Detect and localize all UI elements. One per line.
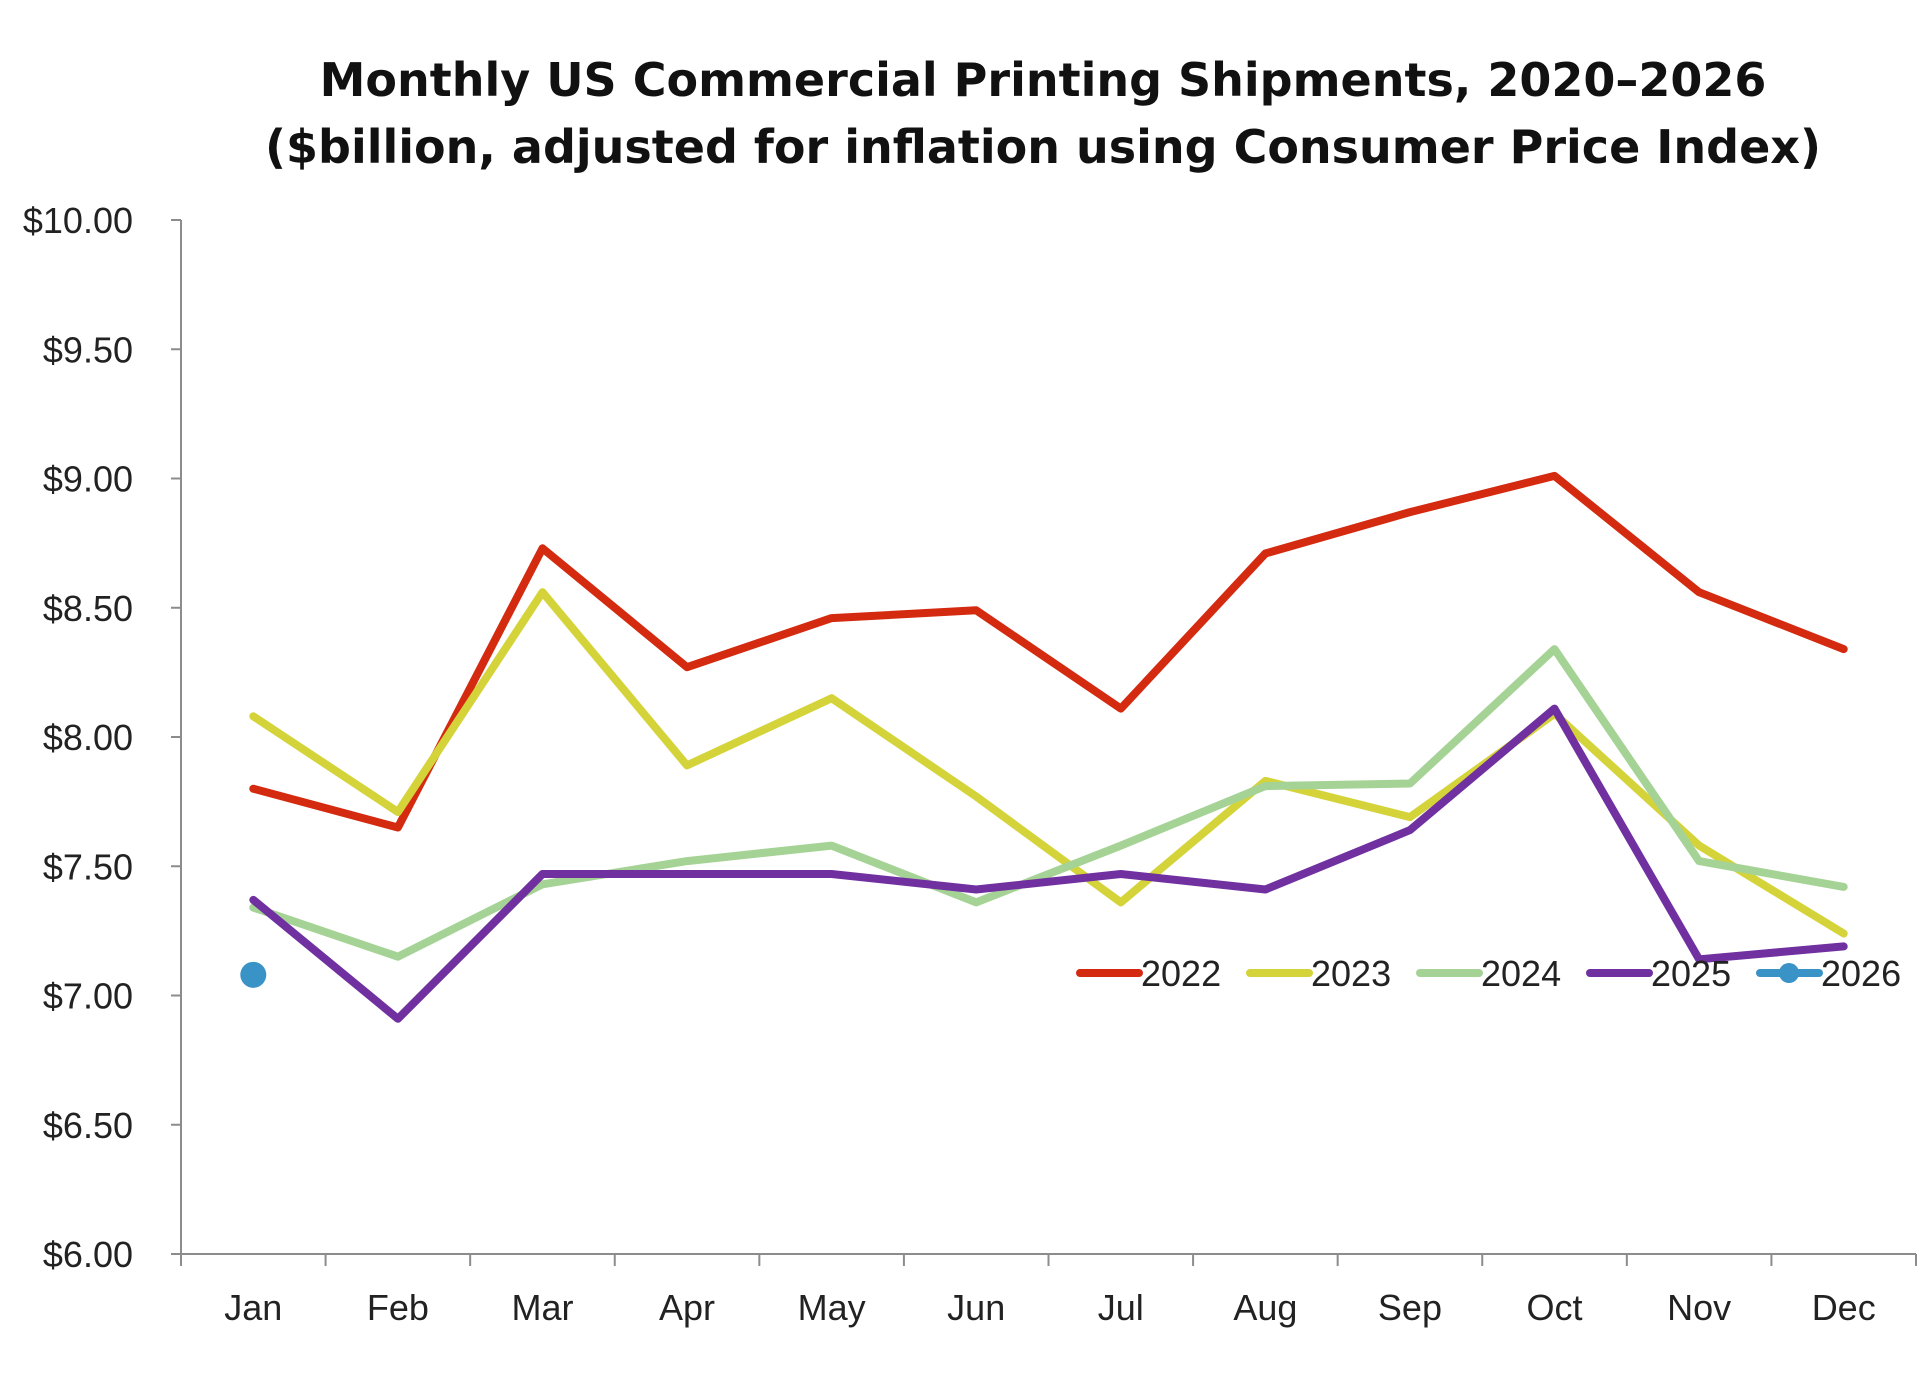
x-tick-label: Jul <box>1098 1287 1144 1328</box>
x-tick-label: Sep <box>1378 1287 1442 1328</box>
y-tick-label: $9.50 <box>43 329 133 370</box>
series-layer <box>240 471 1848 1023</box>
y-tick-label: $8.50 <box>43 588 133 629</box>
legend-label-2025: 2025 <box>1651 953 1731 994</box>
chart-title-line-2: ($billion, adjusted for inflation using … <box>265 120 1821 174</box>
y-tick-label: $6.50 <box>43 1105 133 1146</box>
legend-label-2023: 2023 <box>1311 953 1391 994</box>
y-tick-label: $10.00 <box>23 200 133 241</box>
legend: 2022 2023 2024 2025 2026 <box>1076 953 1901 994</box>
legend-label-2022: 2022 <box>1141 953 1221 994</box>
x-tick-label: Jan <box>224 1287 282 1328</box>
x-tick-label: Oct <box>1527 1287 1583 1328</box>
y-tick-label: $8.00 <box>43 717 133 758</box>
legend-label-2024: 2024 <box>1481 953 1561 994</box>
x-tick-label: Mar <box>511 1287 573 1328</box>
y-tick-label: $6.00 <box>43 1234 133 1275</box>
x-tick-label: May <box>798 1287 866 1328</box>
series-2022-line <box>249 471 1848 832</box>
chart-title-line-1: Monthly US Commercial Printing Shipments… <box>320 53 1767 107</box>
series-2023-line <box>249 588 1848 938</box>
x-tick-label: Apr <box>659 1287 715 1328</box>
legend-marker-2026 <box>1779 963 1799 983</box>
x-axis-ticks: Jan Feb Mar Apr May Jun Jul Aug Sep Oct Nov Dec <box>180 1254 1917 1328</box>
legend-label-2026: 2026 <box>1821 953 1901 994</box>
y-tick-label: $7.50 <box>43 846 133 887</box>
y-axis-ticks: $6.00 $6.50 $7.00 $7.50 $8.00 $8.50 $9.00 $9.50… <box>23 200 181 1275</box>
series-2026-point <box>240 961 267 988</box>
y-tick-label: $9.00 <box>43 459 133 500</box>
x-tick-label: Aug <box>1233 1287 1297 1328</box>
y-tick-label: $7.00 <box>43 976 133 1017</box>
x-tick-label: Nov <box>1667 1287 1731 1328</box>
chart-title: Monthly US Commercial Printing Shipments… <box>265 53 1821 174</box>
x-tick-label: Feb <box>367 1287 429 1328</box>
x-tick-label: Dec <box>1812 1287 1876 1328</box>
series-2025-line <box>249 704 1848 1023</box>
x-tick-label: Jun <box>947 1287 1005 1328</box>
